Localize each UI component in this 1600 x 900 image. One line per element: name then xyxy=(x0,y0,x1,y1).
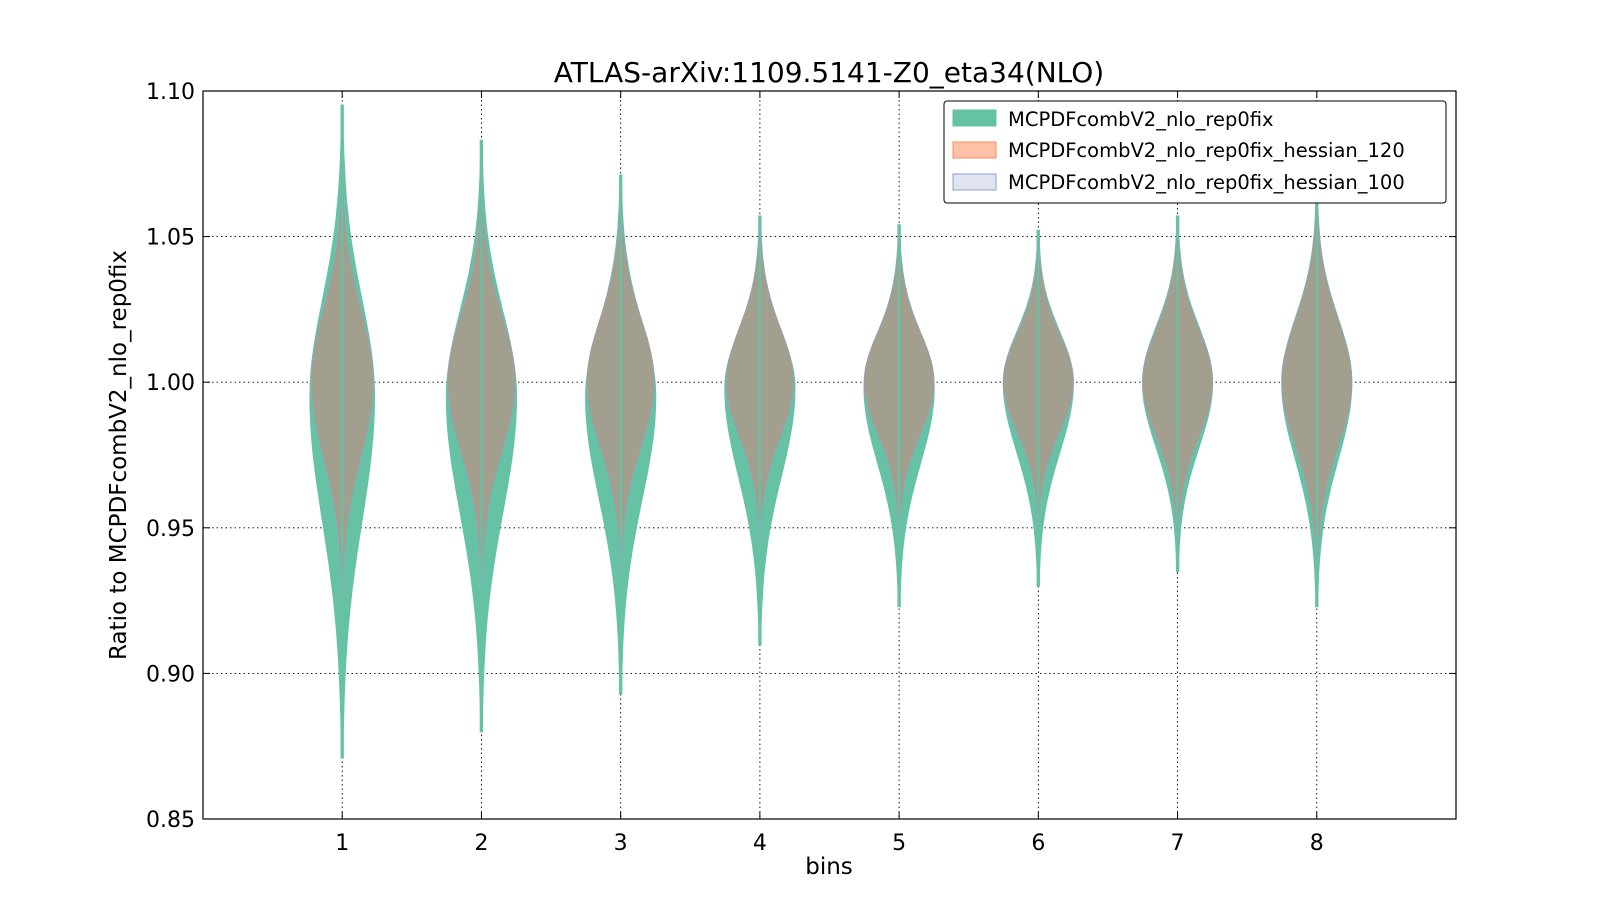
x-tick-label: 5 xyxy=(892,831,906,856)
legend-frame xyxy=(943,100,1447,204)
y-tick-label: 1.10 xyxy=(146,80,195,105)
legend: MCPDFcombV2_nlo_rep0fix MCPDFcombV2_nlo_… xyxy=(943,100,1447,204)
legend-label-hessian-100: MCPDFcombV2_nlo_rep0fix_hessian_100 xyxy=(1008,171,1405,194)
y-tick-label: 0.90 xyxy=(146,662,195,687)
x-axis-ticks: 1 2 3 4 5 6 7 8 xyxy=(335,91,1324,856)
y-tick-label: 1.05 xyxy=(146,226,195,251)
legend-swatch-hessian-120 xyxy=(952,141,997,159)
plot-frame xyxy=(202,90,1457,820)
legend-swatch-hessian-100 xyxy=(952,173,997,191)
legend-label-hessian-120: MCPDFcombV2_nlo_rep0fix_hessian_120 xyxy=(1008,139,1405,162)
legend-label-rep0fix: MCPDFcombV2_nlo_rep0fix xyxy=(1008,108,1274,131)
y-tick-label: 0.85 xyxy=(146,808,195,833)
violins-layer xyxy=(309,104,1353,759)
x-tick-label: 1 xyxy=(335,831,349,856)
x-tick-label: 7 xyxy=(1171,831,1185,856)
x-tick-label: 6 xyxy=(1031,831,1045,856)
y-axis-ticks: 0.85 0.90 0.95 1.00 1.05 1.10 xyxy=(146,80,1456,833)
chart-title: ATLAS-arXiv:1109.5141-Z0_eta34(NLO) xyxy=(554,56,1104,89)
y-tick-label: 0.95 xyxy=(146,517,195,542)
x-tick-label: 8 xyxy=(1310,831,1324,856)
y-tick-label: 1.00 xyxy=(146,371,195,396)
y-axis-label: Ratio to MCPDFcombV2_nlo_rep0fix xyxy=(106,250,132,660)
x-axis-label: bins xyxy=(805,854,853,880)
x-tick-label: 3 xyxy=(614,831,628,856)
legend-swatch-rep0fix xyxy=(952,109,997,127)
x-tick-label: 4 xyxy=(753,831,767,856)
x-tick-label: 2 xyxy=(474,831,488,856)
